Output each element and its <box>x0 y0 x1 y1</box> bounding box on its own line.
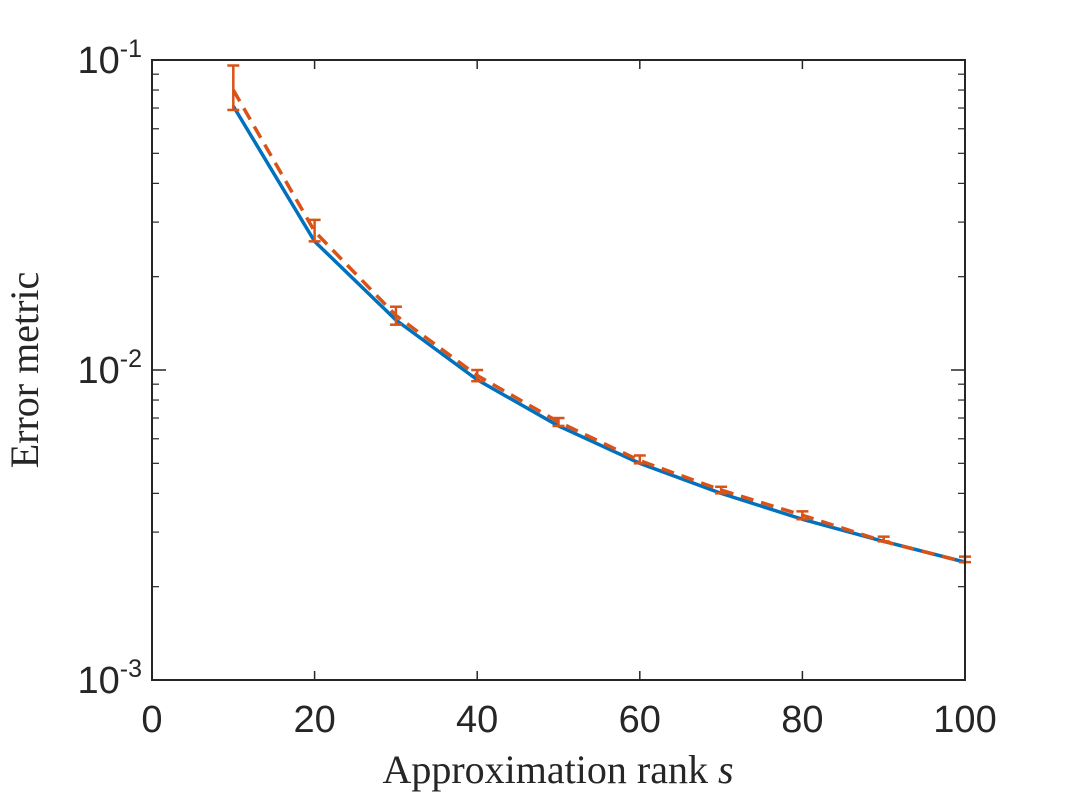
x-axis-title-symbol: s <box>718 747 734 792</box>
tick-labels: 0 20 40 60 80 100 10-3 10-2 10-1 <box>77 35 996 741</box>
x-tick-label: 0 <box>141 699 162 741</box>
y-tick-label: 10-3 <box>77 655 142 702</box>
x-tick-label: 80 <box>781 699 823 741</box>
x-axis-title: Approximation rank s <box>382 747 733 792</box>
series-line-solid <box>231 105 966 564</box>
series-layer <box>227 64 971 564</box>
x-tick-label: 60 <box>619 699 661 741</box>
x-tick-label: 20 <box>293 699 335 741</box>
plot-area <box>152 60 965 680</box>
y-tick-label: 10-1 <box>77 35 142 82</box>
error-bar <box>227 64 240 112</box>
x-tick-label: 40 <box>456 699 498 741</box>
plot-frame <box>151 59 966 681</box>
series-line-dashed <box>231 89 966 564</box>
y-tick-label: 10-2 <box>77 345 142 392</box>
error-bar <box>308 218 321 243</box>
x-axis-title-text: Approximation rank <box>382 747 708 792</box>
x-tick-label: 100 <box>933 699 996 741</box>
y-axis-title: Error metric <box>2 272 47 469</box>
